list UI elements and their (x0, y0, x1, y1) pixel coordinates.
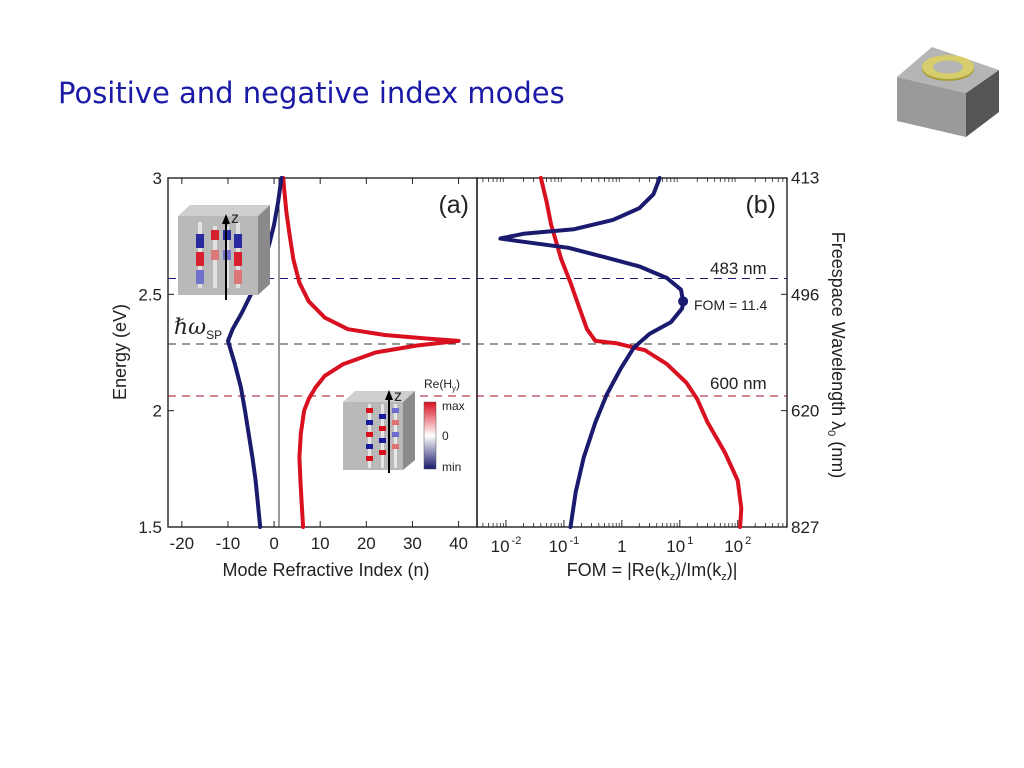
x-tick-label: 20 (357, 534, 376, 553)
fom-marker (678, 296, 689, 307)
y-axis-label: Energy (eV) (110, 304, 130, 400)
panel-a-y-ticks: 1.5 2 2.5 3 (138, 169, 787, 537)
log-tick-label: 1 (617, 537, 626, 556)
panel-a-curves (226, 176, 461, 529)
y-tick-label: 3 (153, 169, 162, 188)
label-600nm: 600 nm (710, 374, 767, 393)
panel-b-curves (498, 176, 744, 529)
log-tick-label: 10 -2 (491, 535, 522, 556)
colorbar-min-label: min (442, 460, 461, 474)
negative-fom-curve (498, 176, 686, 529)
inset-top-z-label: z (231, 210, 239, 227)
positive-fom-curve (538, 176, 744, 529)
inset-bottom-z-label: z (394, 388, 402, 405)
panel-a-label: (a) (438, 191, 469, 219)
panel-b-top-minor-ticks (482, 178, 788, 527)
field-inset-top: z (178, 205, 270, 300)
panel-b-frame (476, 177, 788, 528)
hbar-omega-sp-label: ℏωSP (174, 315, 222, 342)
panel-a-x-ticks: -20 -10 0 10 20 30 40 (170, 178, 468, 553)
positive-index-curve (281, 176, 461, 529)
label-483nm: 483 nm (710, 259, 767, 278)
colorbar-title: Re(Hy) (424, 377, 460, 393)
panel-b-x-ticks: 10 -2 10 -1 1 10 1 10 2 (491, 520, 751, 556)
field-inset-bottom: z Re(Hy) max 0 min (343, 377, 465, 474)
log-tick-label: 10 -1 (549, 535, 580, 556)
right-tick-label: 620 (791, 402, 819, 421)
panel-a-x-axis-label: Mode Refractive Index (n) (222, 560, 429, 580)
x-tick-label: 10 (311, 534, 330, 553)
y-tick-label: 2 (153, 402, 162, 421)
x-tick-label: 40 (449, 534, 468, 553)
x-tick-label: -10 (216, 534, 241, 553)
panel-b-x-axis-label: FOM = |Re(kz)/Im(kz)| (567, 560, 738, 583)
y-tick-label: 2.5 (138, 285, 162, 304)
colorbar-max-label: max (442, 399, 465, 413)
right-tick-label: 827 (791, 518, 819, 537)
log-tick-label: 10 1 (666, 535, 693, 556)
right-axis-label: Freespace Wavelength λ0 (nm) (825, 232, 848, 479)
x-tick-label: -20 (170, 534, 195, 553)
gray-cube-with-gold-ring-icon (897, 47, 999, 137)
negative-index-curve (226, 176, 284, 529)
right-tick-label: 496 (791, 285, 819, 304)
y-tick-label: 1.5 (138, 518, 162, 537)
log-tick-label: 10 2 (724, 535, 751, 556)
x-tick-label: 30 (403, 534, 422, 553)
fom-marker-label: FOM = 11.4 (694, 297, 767, 313)
panel-b-right-ticks: 413 496 620 827 (791, 168, 819, 537)
slide-title: Positive and negative index modes (58, 76, 565, 110)
right-tick-label: 413 (791, 168, 819, 187)
panel-b-label: (b) (745, 191, 776, 219)
x-tick-label: 0 (269, 534, 278, 553)
colorbar-zero-label: 0 (442, 429, 449, 443)
colorbar (423, 401, 437, 470)
